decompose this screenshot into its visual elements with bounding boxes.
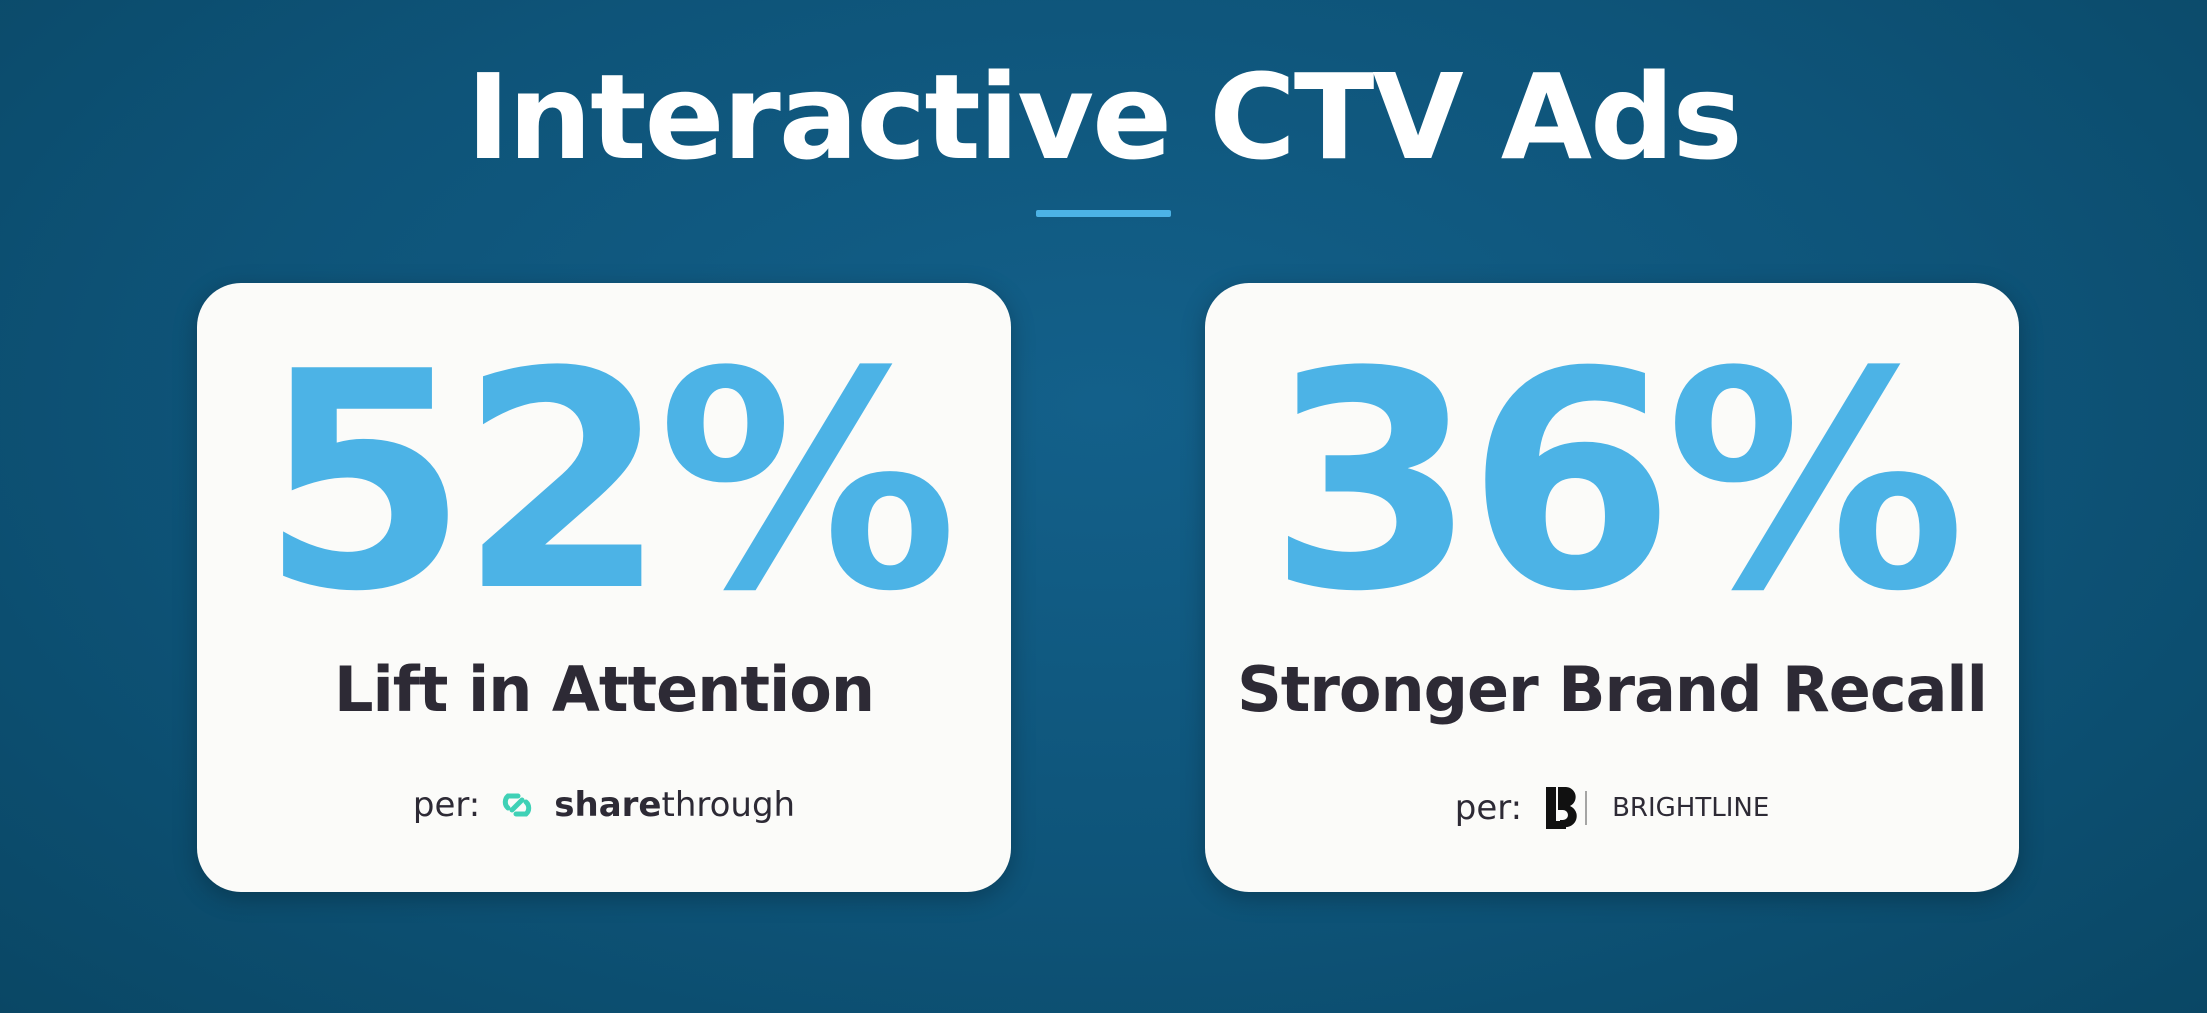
stat-label: Lift in Attention [333,653,875,726]
source-name: sharethrough [554,785,795,825]
source: per: BRIGHTLINE [1205,785,2019,831]
source-part: share [554,785,662,825]
source-part: through [661,785,796,825]
sharethrough-logo [503,793,532,817]
title: Interactive CTV Ads [466,48,1743,186]
stat-label: Stronger Brand Recall [1237,653,1988,726]
stat-value: 52% [259,308,958,657]
source: per: sharethrough [197,785,1011,825]
title-underline [1036,210,1171,217]
source-prefix: per: [1454,788,1523,828]
source-prefix: per: [412,785,481,825]
stat-card: 36% Stronger Brand Recall per: BRIGHTLIN… [1205,283,2019,892]
brightline-logo [1546,787,1587,829]
stat-card: 52% Lift in Attention per: sharethrough [197,283,1011,892]
source-name: BRIGHTLINE [1612,793,1770,823]
stat-value: 36% [1267,308,1966,657]
